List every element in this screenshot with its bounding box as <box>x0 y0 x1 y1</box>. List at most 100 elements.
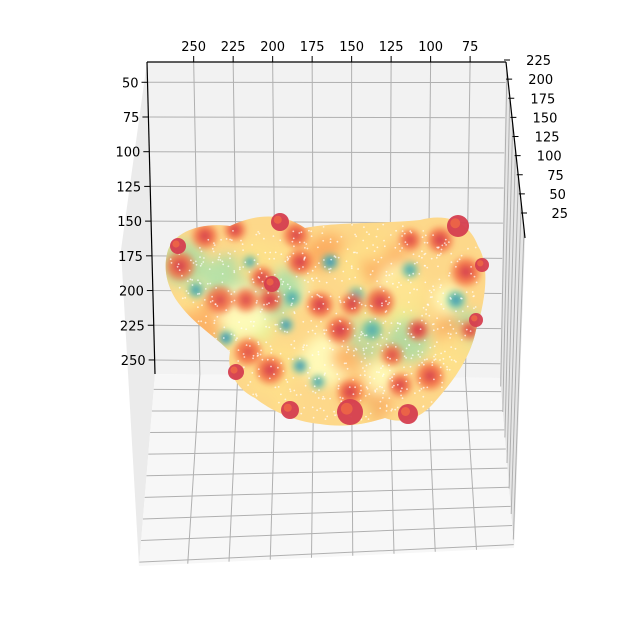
surface-point <box>376 371 378 373</box>
surface-point <box>256 300 258 302</box>
surface-point <box>368 233 370 236</box>
surface-point <box>323 364 326 366</box>
surface-point <box>312 416 315 419</box>
surface-point <box>252 354 255 357</box>
grid-right-pane <box>510 202 522 515</box>
surface-point <box>256 355 259 357</box>
surface-point <box>374 389 376 392</box>
surface-point <box>320 320 322 323</box>
surface-point <box>319 407 322 410</box>
surface-point <box>410 231 413 234</box>
surface-point <box>316 409 318 412</box>
surface-point <box>290 304 293 306</box>
surface-point <box>264 251 267 254</box>
surface-point <box>322 409 325 412</box>
surface-point <box>350 265 353 268</box>
floor-pane <box>139 374 514 566</box>
surface-point <box>274 330 277 332</box>
surface-point <box>258 232 261 235</box>
surface-point <box>323 329 325 331</box>
surface-spot <box>333 323 347 337</box>
surface-point <box>188 269 191 272</box>
surface-point <box>213 242 215 245</box>
surface-point <box>276 323 278 326</box>
surface-point <box>365 364 368 367</box>
surface-point <box>227 265 230 268</box>
surface-point <box>359 392 361 395</box>
surface-point <box>364 357 366 360</box>
surface-point <box>371 352 373 354</box>
surface-point <box>311 406 314 409</box>
surface-point <box>286 283 289 286</box>
surface-point <box>329 347 331 350</box>
top-axis-ticks: 250 225 200 175 150 125 100 75 <box>181 40 478 62</box>
surface-point <box>355 235 358 238</box>
surface-point <box>440 284 442 286</box>
surface-point <box>403 232 406 235</box>
surface-point <box>437 300 439 303</box>
surface-point <box>267 292 270 294</box>
surface-point <box>292 237 295 240</box>
surface-point <box>254 290 257 293</box>
surface-point <box>303 241 306 244</box>
surface-point <box>293 389 296 392</box>
surface-point <box>342 328 345 330</box>
surface-point <box>318 377 320 380</box>
surface-point <box>280 362 283 365</box>
surface-point <box>421 351 424 354</box>
surface-point <box>318 389 320 391</box>
surface-point <box>305 344 308 347</box>
surface-point <box>368 393 371 395</box>
surface-point <box>388 369 391 372</box>
surface-point <box>223 326 226 329</box>
surface-point <box>428 314 431 317</box>
surface-point <box>308 377 310 379</box>
surface-point <box>322 239 325 242</box>
surface-point <box>465 328 468 331</box>
surface-point <box>184 296 187 299</box>
surface-point <box>383 389 386 392</box>
surface-point <box>412 272 415 275</box>
surface-spot <box>173 259 187 273</box>
surface-point <box>388 296 390 299</box>
surface-point <box>385 270 388 273</box>
surface-point <box>318 280 321 283</box>
surface-patch <box>364 361 397 394</box>
surface-point <box>298 232 301 234</box>
surface-point <box>313 308 316 310</box>
surface-spot <box>343 385 357 399</box>
surface-point <box>455 265 457 268</box>
surface-point <box>330 258 333 261</box>
surface-point <box>207 238 210 241</box>
surface-point <box>377 261 380 263</box>
surface-point <box>268 302 270 304</box>
surface-point <box>234 250 236 253</box>
surface-point <box>453 359 456 362</box>
surface-point <box>241 243 244 246</box>
surface-point <box>364 374 366 377</box>
surface-point <box>269 251 272 254</box>
surface-point <box>418 343 421 346</box>
surface-point <box>440 252 442 255</box>
surface-point <box>385 300 387 303</box>
surface-point <box>191 279 194 281</box>
surface-point <box>369 304 372 307</box>
surface-point <box>474 246 477 249</box>
surface-point <box>230 333 233 336</box>
surface-point <box>257 343 260 346</box>
surface-spot <box>424 370 436 382</box>
surface-point <box>438 254 441 257</box>
surface-point <box>321 232 324 235</box>
surface-spot <box>192 286 200 294</box>
surface-point <box>444 350 446 353</box>
grid-back-horizontal <box>148 116 505 119</box>
surface-point <box>265 275 268 278</box>
surface-point <box>318 307 320 310</box>
surface-point <box>286 256 289 258</box>
right-axis-ticks: 225 200 175 150 125 100 75 50 25 <box>504 54 568 222</box>
surface-point <box>276 300 279 303</box>
surface-point <box>473 307 475 310</box>
surface-point <box>240 239 242 242</box>
surface-point <box>197 320 200 323</box>
surface-point <box>187 292 190 295</box>
